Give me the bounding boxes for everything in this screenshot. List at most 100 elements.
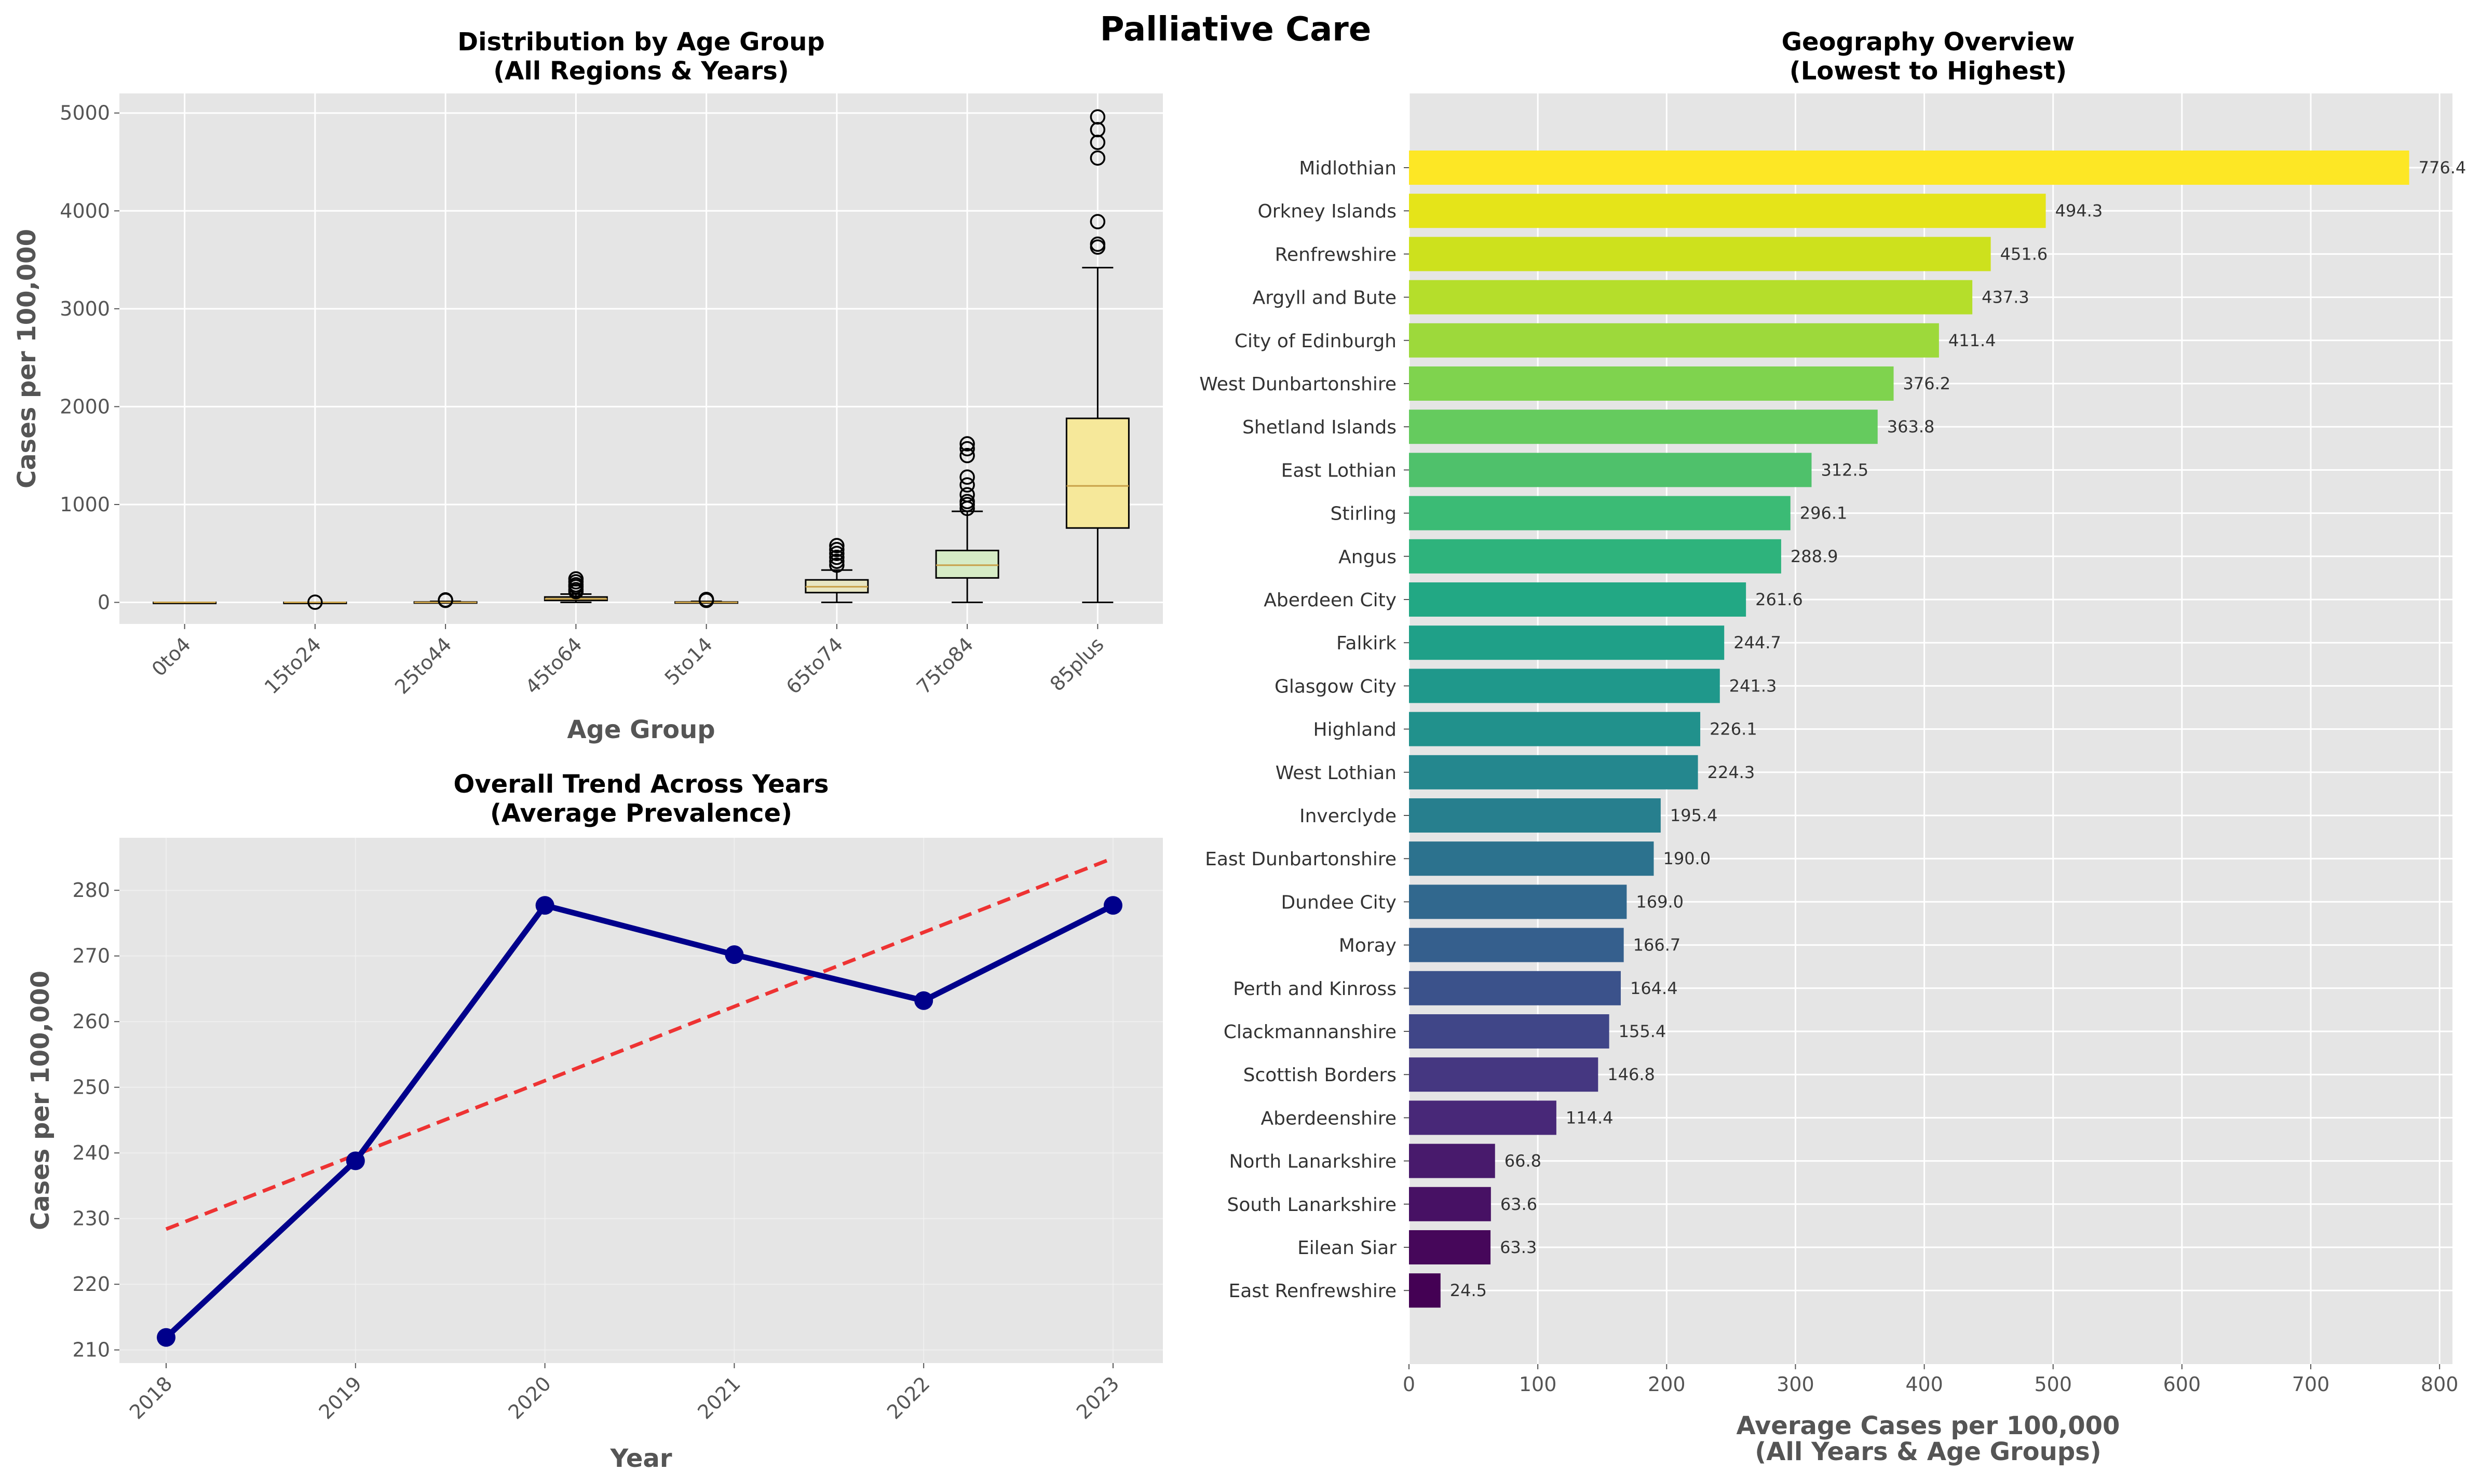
y-tick-label: 270	[72, 945, 110, 968]
geography-y-tick-label: Dundee City	[1281, 892, 1397, 913]
boxplot-marks	[153, 109, 1130, 610]
trend-x-axis-label: Year	[610, 1444, 672, 1473]
box-outlier	[959, 477, 975, 493]
geography-y-tick-label: Orkney Islands	[1257, 201, 1397, 222]
geography-bar	[1409, 928, 1624, 962]
x-tick-label: 2023	[1072, 1372, 1124, 1424]
geography-y-tick-label: Scottish Borders	[1243, 1065, 1397, 1086]
y-tick-label: 5000	[60, 102, 110, 125]
x-tick-label: 200	[1648, 1373, 1686, 1396]
geography-bar-value: 155.4	[1619, 1022, 1666, 1041]
y-tick-label: 210	[72, 1339, 110, 1362]
yearly-trend-panel: 210 220 230 240 250 260 270 280 2018 2019 2020 202…	[26, 770, 1163, 1473]
x-tick-label: 0to4	[147, 633, 195, 680]
box-outlier	[568, 571, 584, 587]
geography-x-axis-label-line: (All Years & Age Groups)	[1755, 1437, 2101, 1466]
box-outlier	[698, 592, 714, 607]
geography-y-tick-label: Midlothian	[1299, 158, 1397, 179]
box-outlier	[1090, 150, 1106, 166]
geography-bar-value: 494.3	[2055, 201, 2103, 221]
geography-bar-value: 451.6	[2000, 244, 2048, 264]
boxplot-title-line: Distribution by Age Group	[457, 28, 824, 57]
box-outlier	[959, 487, 975, 502]
geography-bar-value: 226.1	[1710, 719, 1757, 739]
box-outlier	[307, 594, 323, 610]
trend-title-line: (Average Prevalence)	[490, 799, 792, 828]
geography-bar	[1409, 151, 2409, 185]
box-outlier	[959, 436, 975, 452]
geography-marks: 776.4 494.3 451.6 437.3 411.4 376.2 363.8 312.5…	[1409, 151, 2466, 1308]
x-tick-label: 500	[2034, 1373, 2072, 1396]
y-tick-label: 250	[72, 1076, 110, 1099]
geography-bar	[1409, 1100, 1556, 1135]
geography-y-tick-label: Aberdeen City	[1264, 590, 1397, 611]
x-tick-label: 700	[2292, 1373, 2330, 1396]
geography-y-tick-label: Shetland Islands	[1242, 417, 1397, 438]
geography-bar	[1409, 410, 1878, 444]
geography-bar	[1409, 1230, 1491, 1264]
geography-bar-value: 224.3	[1707, 763, 1755, 782]
y-tick-label: 0	[98, 591, 110, 614]
geography-bar	[1409, 194, 2046, 228]
x-tick-label: 25to44	[390, 633, 456, 698]
geography-y-tick-label: Inverclyde	[1299, 806, 1397, 827]
geography-bar	[1409, 496, 1791, 530]
geography-bar-value: 24.5	[1450, 1281, 1487, 1300]
geography-bar-value: 411.4	[1948, 331, 1996, 350]
geography-y-tick-label: Aberdeenshire	[1261, 1108, 1397, 1129]
geography-bar-value: 146.8	[1607, 1065, 1655, 1084]
geography-bar	[1409, 280, 1973, 315]
y-tick-label: 280	[72, 879, 110, 902]
geography-bar-value: 63.3	[1500, 1237, 1537, 1257]
geography-bar	[1409, 453, 1812, 487]
geography-bar-value: 190.0	[1663, 849, 1711, 868]
geography-bar	[1409, 582, 1746, 617]
geography-title-line: (Lowest to Highest)	[1790, 57, 2067, 86]
geography-y-tick-label: Stirling	[1331, 503, 1397, 525]
geography-y-ticks: Midlothian Orkney Islands Renfrewshire Argy…	[1199, 158, 1409, 1302]
x-tick-label: 2019	[315, 1372, 367, 1424]
box-outlier	[438, 592, 453, 608]
geography-bar	[1409, 237, 1991, 271]
geography-y-tick-label: West Dunbartonshire	[1199, 374, 1397, 395]
geography-bar	[1409, 1143, 1495, 1178]
geography-bar-value: 169.0	[1636, 892, 1684, 911]
trend-point	[535, 896, 554, 915]
geography-y-tick-label: East Renfrewshire	[1229, 1281, 1397, 1302]
geography-y-tick-label: Eilean Siar	[1297, 1237, 1397, 1259]
box-outlier	[959, 441, 975, 457]
age-group-boxplot-panel: 0 1000 2000 3000 4000 5000 0to4 15to24 25to44 45…	[12, 28, 1163, 744]
geography-bar-value: 66.8	[1504, 1151, 1541, 1171]
box-outlier	[829, 553, 845, 569]
boxplot-title: Distribution by Age Group (All Regions & …	[457, 28, 824, 86]
boxplot-x-axis-label: Age Group	[567, 715, 715, 744]
geography-y-tick-label: West Lothian	[1276, 763, 1397, 784]
y-tick-label: 240	[72, 1141, 110, 1164]
trend-title: Overall Trend Across Years (Average Preva…	[454, 770, 829, 828]
trend-fit-line	[165, 856, 1114, 1231]
x-tick-label: 2018	[125, 1372, 177, 1424]
geography-bar	[1409, 798, 1661, 833]
geography-bar	[1409, 971, 1621, 1005]
trend-y-axis-label: Cases per 100,000	[26, 971, 55, 1230]
geography-bar	[1409, 539, 1781, 574]
geography-bar-value: 776.4	[2419, 158, 2466, 178]
box-outlier	[829, 538, 845, 553]
geography-y-tick-label: Angus	[1338, 547, 1397, 568]
box-body	[935, 550, 999, 579]
geography-bar	[1409, 755, 1698, 789]
geography-x-ticks: 0 100 200 300 400 500 600 700 800	[1403, 1364, 2458, 1396]
geography-bar-value: 437.3	[1982, 288, 2029, 307]
x-tick-label: 65to74	[782, 633, 847, 698]
geography-bar-value: 195.4	[1670, 806, 1718, 825]
geography-y-tick-label: Argyll and Bute	[1253, 288, 1397, 309]
x-tick-label: 2020	[504, 1372, 555, 1424]
trend-x-ticks: 2018 2019 2020 2021 2022 2023	[125, 1363, 1124, 1424]
geography-bar	[1409, 841, 1654, 876]
box-outlier	[829, 557, 845, 573]
trend-plot-area	[119, 838, 1163, 1363]
trend-point	[1104, 896, 1122, 915]
trend-point	[346, 1151, 365, 1170]
trend-point	[725, 945, 744, 964]
x-tick-label: 15to24	[260, 633, 326, 698]
